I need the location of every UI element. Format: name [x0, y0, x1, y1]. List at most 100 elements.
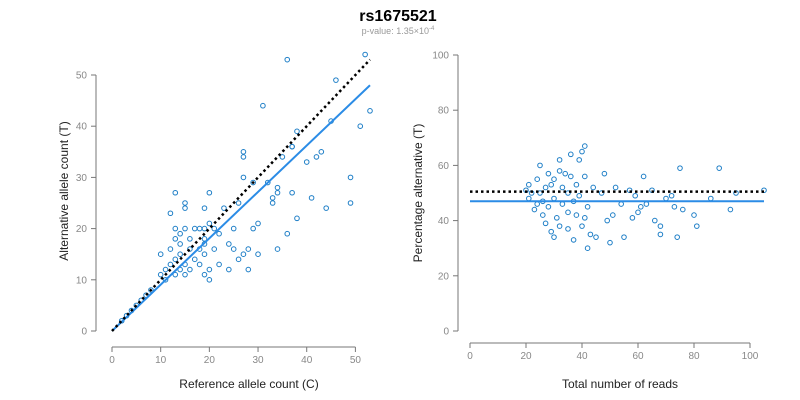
y-tick-label: 0 — [81, 327, 87, 338]
data-point — [260, 102, 266, 109]
data-point — [367, 108, 373, 114]
data-point — [347, 200, 354, 206]
data-point — [240, 149, 247, 155]
data-point — [211, 246, 218, 252]
data-point — [542, 184, 549, 191]
data-point — [568, 173, 574, 180]
data-point — [534, 176, 541, 182]
data-point — [556, 223, 563, 229]
data-point — [652, 217, 658, 224]
x-tick-label: 60 — [632, 351, 644, 362]
data-point — [545, 170, 552, 177]
data-point — [531, 206, 538, 213]
data-point — [284, 56, 291, 63]
data-point — [182, 205, 188, 211]
data-point — [206, 277, 213, 283]
data-point — [677, 165, 683, 171]
y-tick-label: 20 — [438, 271, 450, 282]
data-point — [573, 212, 580, 218]
data-point — [201, 236, 208, 242]
data-point — [612, 184, 619, 191]
chart-title: rs1675521 — [359, 8, 437, 25]
x-tick-label: 20 — [204, 355, 216, 366]
data-point — [269, 195, 276, 201]
data-point — [201, 205, 208, 211]
data-point — [582, 173, 588, 180]
data-point — [540, 212, 546, 218]
data-point — [289, 143, 295, 150]
x-tick-label: 100 — [742, 351, 759, 362]
data-point — [196, 225, 203, 232]
data-point — [177, 251, 183, 257]
p-value-subtitle: p-value: 1.35×10-4 — [362, 26, 435, 36]
y-tick-label: 30 — [76, 173, 88, 184]
data-point — [167, 210, 174, 217]
data-point — [590, 184, 597, 191]
data-point — [357, 123, 364, 129]
data-point — [579, 148, 585, 155]
scatter-panel-counts: Reference allele count (C) Alternative a… — [57, 51, 373, 391]
x-tick-label: 0 — [467, 351, 473, 362]
data-point — [584, 204, 591, 210]
y-tick-label: 50 — [76, 71, 88, 82]
data-point — [269, 200, 276, 206]
data-point — [240, 251, 247, 257]
x-tick-label: 50 — [350, 355, 362, 366]
data-point — [671, 204, 678, 210]
data-point — [167, 246, 174, 252]
data-point — [593, 234, 599, 240]
data-point — [162, 277, 169, 283]
data-point — [554, 215, 560, 221]
data-point — [226, 266, 232, 273]
data-point — [172, 271, 179, 278]
data-point — [250, 179, 256, 186]
data-point — [607, 239, 613, 246]
data-point — [640, 173, 647, 180]
data-point — [172, 236, 179, 242]
data-point — [565, 209, 571, 216]
data-point — [716, 165, 723, 171]
data-point — [635, 209, 641, 216]
data-point — [582, 143, 588, 149]
data-point — [157, 271, 164, 278]
data-point — [284, 230, 291, 237]
data-point — [643, 201, 650, 207]
data-point — [187, 246, 193, 252]
data-point — [629, 215, 636, 221]
data-point — [657, 223, 664, 229]
data-point — [148, 287, 154, 293]
data-point — [551, 176, 557, 182]
data-point — [570, 237, 577, 243]
data-point — [526, 195, 532, 202]
y-tick-label: 10 — [76, 275, 88, 286]
data-point — [250, 225, 256, 232]
data-point — [573, 181, 580, 188]
data-point — [308, 195, 315, 201]
data-point — [235, 200, 242, 206]
data-point — [708, 195, 714, 202]
data-point — [172, 189, 179, 196]
y-tick-label: 0 — [443, 327, 449, 338]
data-point — [551, 195, 557, 202]
data-point — [638, 204, 644, 210]
data-point — [240, 174, 247, 181]
data-point — [680, 206, 686, 213]
data-point — [230, 225, 237, 232]
data-point — [545, 204, 552, 210]
scatter-panel-percentage: Total number of reads Percentage alterna… — [411, 51, 767, 391]
data-point — [274, 189, 281, 196]
data-point — [548, 181, 555, 188]
data-point — [534, 201, 541, 207]
data-point — [556, 157, 563, 163]
data-point — [333, 77, 339, 83]
data-point — [632, 192, 639, 199]
data-point — [206, 266, 213, 273]
data-point — [235, 256, 242, 263]
data-point — [294, 215, 300, 222]
y-axis-label-counts: Alternative allele count (T) — [57, 121, 71, 260]
data-point — [727, 206, 734, 213]
data-point — [587, 231, 594, 238]
data-point — [216, 261, 222, 268]
y-axis-label-percentage: Percentage alternative (T) — [411, 124, 425, 263]
data-point — [565, 190, 571, 196]
